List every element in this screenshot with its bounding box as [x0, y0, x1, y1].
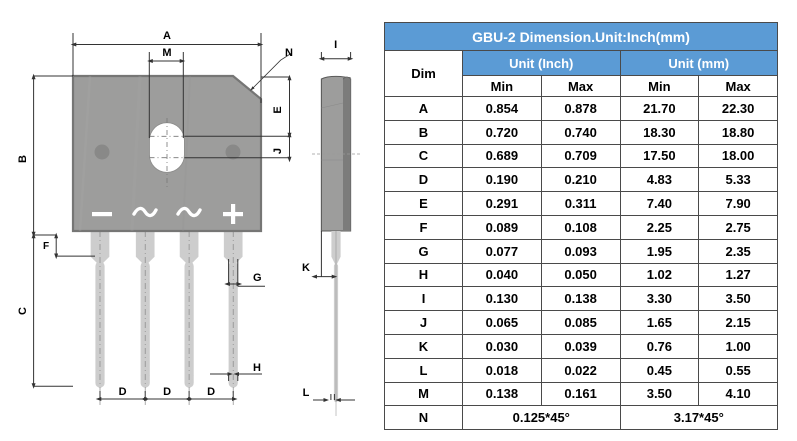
svg-text:H: H	[253, 362, 261, 374]
svg-text:G: G	[253, 272, 262, 284]
svg-text:M: M	[162, 47, 171, 59]
svg-text:C: C	[17, 307, 29, 315]
svg-text:F: F	[43, 241, 49, 252]
svg-text:E: E	[272, 106, 284, 113]
svg-text:D: D	[163, 386, 171, 398]
svg-text:K: K	[302, 262, 310, 274]
svg-text:A: A	[163, 30, 171, 42]
svg-text:D: D	[119, 386, 127, 398]
svg-text:B: B	[17, 155, 29, 163]
svg-text:N: N	[285, 47, 293, 59]
svg-text:I: I	[334, 39, 337, 51]
svg-text:L: L	[303, 387, 310, 399]
svg-text:D: D	[207, 386, 215, 398]
svg-text:J: J	[272, 148, 284, 154]
